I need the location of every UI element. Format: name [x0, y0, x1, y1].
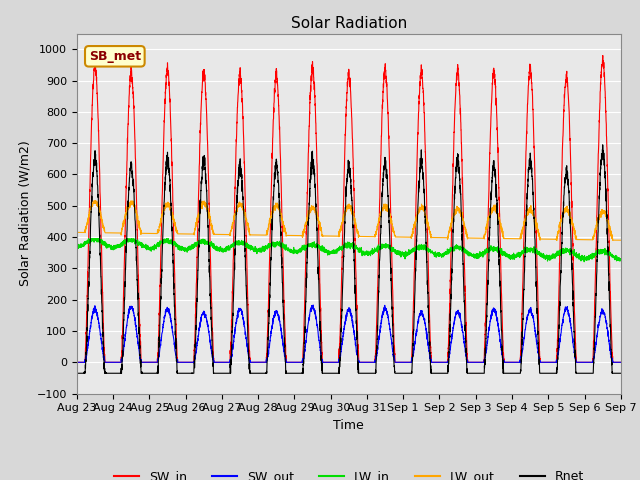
X-axis label: Time: Time: [333, 419, 364, 432]
LW_in: [73, 241, 81, 247]
Rnet: [617, 371, 625, 376]
SW_in: [440, 360, 448, 365]
SW_out: [329, 360, 337, 365]
SW_in: [328, 360, 336, 365]
LW_in: [471, 253, 479, 259]
Rnet: [440, 371, 448, 376]
Text: SB_met: SB_met: [89, 50, 141, 63]
SW_out: [441, 360, 449, 365]
SW_out: [309, 302, 317, 308]
LW_out: [617, 237, 625, 243]
Line: Rnet: Rnet: [77, 145, 621, 373]
SW_in: [616, 360, 624, 365]
Rnet: [599, 142, 607, 148]
SW_in: [599, 53, 607, 59]
SW_in: [73, 360, 81, 365]
LW_out: [73, 229, 81, 235]
SW_out: [616, 360, 624, 365]
Rnet: [616, 371, 624, 376]
SW_in: [471, 360, 479, 365]
SW_out: [171, 344, 179, 349]
LW_out: [90, 198, 97, 204]
LW_in: [329, 250, 337, 255]
LW_in: [616, 258, 624, 264]
SW_out: [502, 360, 509, 365]
LW_out: [441, 235, 449, 240]
Rnet: [171, 302, 179, 308]
LW_in: [441, 250, 449, 255]
Rnet: [471, 371, 479, 376]
LW_in: [84, 236, 92, 241]
Rnet: [73, 371, 81, 376]
LW_in: [617, 256, 625, 262]
LW_out: [329, 233, 337, 239]
SW_in: [617, 360, 625, 365]
LW_out: [502, 236, 509, 241]
SW_out: [617, 360, 625, 365]
LW_out: [553, 238, 561, 243]
LW_out: [471, 235, 479, 241]
Line: LW_in: LW_in: [77, 239, 621, 262]
Y-axis label: Solar Radiation (W/m2): Solar Radiation (W/m2): [18, 141, 31, 287]
Line: LW_out: LW_out: [77, 201, 621, 240]
Rnet: [502, 371, 509, 376]
Rnet: [328, 371, 336, 376]
Title: Solar Radiation: Solar Radiation: [291, 16, 407, 31]
SW_out: [73, 360, 81, 365]
LW_in: [171, 240, 179, 246]
LW_in: [502, 254, 509, 260]
SW_out: [471, 360, 479, 365]
SW_in: [502, 360, 509, 365]
Line: SW_in: SW_in: [77, 56, 621, 362]
LW_in: [580, 259, 588, 264]
LW_out: [171, 221, 179, 227]
Line: SW_out: SW_out: [77, 305, 621, 362]
Legend: SW_in, SW_out, LW_in, LW_out, Rnet: SW_in, SW_out, LW_in, LW_out, Rnet: [109, 465, 589, 480]
LW_out: [616, 237, 624, 243]
SW_in: [171, 268, 179, 274]
